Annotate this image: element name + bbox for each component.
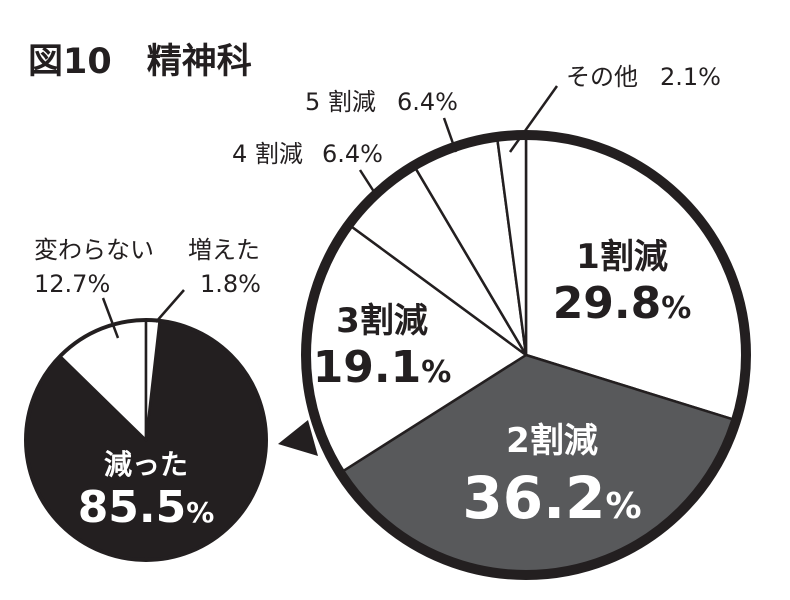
label-2warigen-value: 36.2	[462, 464, 605, 532]
label-5warigen-value: 6.4	[397, 88, 435, 116]
chart-title: 図10 精神科	[28, 42, 252, 82]
label-5warigen-unit: %	[435, 88, 458, 116]
label-4warigen-name: 4 割減	[232, 140, 303, 168]
label-kawaranai-name: 変わらない	[34, 236, 154, 264]
leader-line-kawaranai	[101, 297, 120, 339]
label-4warigen-value-group: 6.4%	[322, 140, 383, 168]
label-2warigen-name: 2割減	[506, 421, 598, 461]
leader-line-sonota	[508, 85, 559, 153]
label-fueta-name: 増えた	[188, 236, 260, 264]
label-3warigen-value-group: 19.1%	[313, 342, 452, 393]
label-2warigen-value-group: 36.2%	[462, 464, 641, 532]
label-4warigen-value: 6.4	[322, 140, 360, 168]
leader-line-5warigen	[442, 117, 458, 153]
label-hetta-name: 減った	[104, 448, 188, 481]
label-kawaranai-unit: %	[87, 270, 110, 298]
leader-line-fueta	[155, 289, 185, 323]
label-fueta-value: 1.8	[200, 270, 238, 298]
label-sonota-value: 2.1	[660, 63, 698, 91]
label-3warigen-name: 3割減	[336, 301, 428, 341]
small-pie-outline	[24, 318, 268, 562]
label-hetta-unit: %	[186, 496, 214, 529]
label-fueta-value-group: 1.8%	[200, 270, 261, 298]
label-1warigen-value: 29.8	[553, 278, 662, 329]
label-kawaranai-value: 12.7	[34, 270, 87, 298]
label-sonota-unit: %	[698, 63, 721, 91]
label-sonota-value-group: 2.1%	[660, 63, 721, 91]
label-fueta-unit: %	[238, 270, 261, 298]
large-pie	[301, 130, 751, 580]
label-4warigen-unit: %	[360, 140, 383, 168]
callout-pointer	[278, 420, 318, 456]
leader-line-4warigen	[358, 169, 380, 199]
leader-lines	[101, 85, 559, 339]
label-3warigen-unit: %	[421, 355, 451, 390]
label-3warigen-value: 19.1	[313, 342, 422, 393]
label-5warigen-name: 5 割減	[305, 88, 376, 116]
label-1warigen-name: 1割減	[576, 237, 668, 277]
large-pie-outline	[301, 130, 751, 580]
label-hetta-value: 85.5	[78, 482, 187, 533]
label-sonota-name: その他	[566, 63, 638, 91]
label-hetta-value-group: 85.5%	[78, 482, 215, 533]
label-2warigen-unit: %	[606, 486, 642, 527]
label-kawaranai-value-group: 12.7%	[34, 270, 110, 298]
small-pie	[24, 318, 268, 562]
label-1warigen-unit: %	[661, 291, 691, 326]
label-1warigen-value-group: 29.8%	[553, 278, 692, 329]
label-5warigen-value-group: 6.4%	[397, 88, 458, 116]
